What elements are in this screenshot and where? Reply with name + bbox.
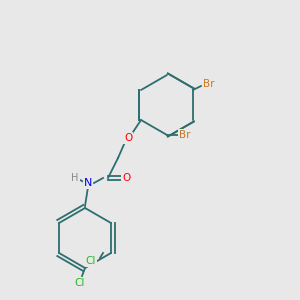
Text: O: O: [122, 173, 130, 183]
Text: Cl: Cl: [75, 278, 85, 288]
Text: O: O: [124, 133, 132, 143]
Text: Br: Br: [179, 130, 191, 140]
Text: H: H: [71, 173, 79, 183]
Text: Cl: Cl: [86, 256, 96, 266]
Text: Br: Br: [203, 79, 215, 89]
Text: N: N: [84, 178, 92, 188]
